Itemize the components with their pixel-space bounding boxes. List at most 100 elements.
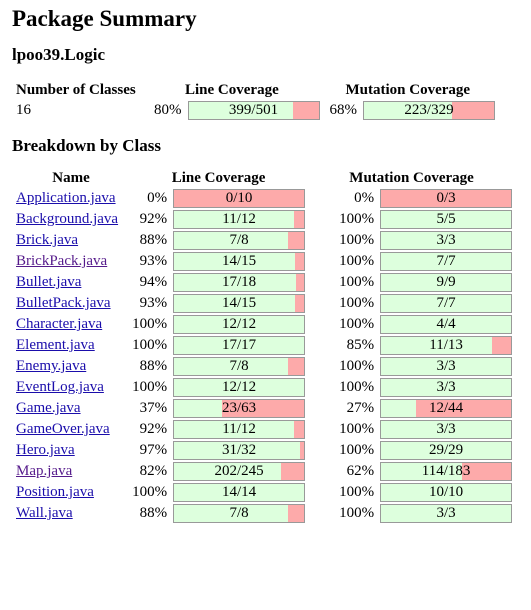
line-coverage-percent: 37% (139, 400, 168, 417)
mutation-coverage-fill (381, 211, 512, 229)
summary-line-percent: 80% (154, 101, 182, 118)
line-coverage-fill (174, 505, 289, 523)
mutation-coverage-percent: 100% (339, 379, 375, 396)
class-link[interactable]: Character.java (16, 316, 103, 333)
mutation-coverage-bar: 11/13 (380, 336, 513, 356)
mutation-coverage-fill (381, 442, 512, 460)
line-coverage-fill (174, 400, 223, 418)
mutation-coverage-percent: 100% (339, 421, 375, 438)
mutation-coverage-fill (381, 337, 492, 355)
mutation-coverage-percent: 100% (339, 274, 375, 291)
mutation-coverage-value: 3/3 (436, 505, 456, 522)
line-coverage-percent: 0% (147, 190, 168, 207)
class-row: Wall.java 88% 7/8 100% 3/3 (14, 504, 514, 524)
header-class-mutation-coverage: Mutation Coverage (349, 170, 474, 187)
class-link[interactable]: Bullet.java (16, 274, 82, 291)
mutation-coverage-value: 9/9 (436, 274, 456, 291)
mutation-coverage-fill (381, 463, 462, 481)
line-coverage-value: 14/15 (221, 253, 257, 270)
class-row: Character.java 100% 12/12 100% 4/4 (14, 315, 514, 335)
class-link[interactable]: Map.java (16, 463, 73, 480)
mutation-coverage-value: 11/13 (429, 337, 463, 354)
line-coverage-fill (174, 253, 295, 271)
mutation-coverage-percent: 62% (346, 463, 375, 480)
line-coverage-value: 202/245 (214, 463, 264, 480)
line-coverage-value: 11/12 (222, 421, 256, 438)
class-link[interactable]: Wall.java (16, 505, 73, 522)
mutation-coverage-percent: 27% (346, 400, 375, 417)
line-coverage-fill (174, 442, 301, 460)
class-link[interactable]: BrickPack.java (16, 253, 108, 270)
class-link[interactable]: Application.java (16, 190, 116, 207)
line-coverage-value: 12/12 (221, 379, 257, 396)
mutation-coverage-fill (381, 232, 512, 250)
mutation-coverage-percent: 100% (339, 484, 375, 501)
header-class-line-coverage: Line Coverage (171, 170, 266, 187)
class-link[interactable]: Brick.java (16, 232, 79, 249)
line-coverage-percent: 100% (132, 316, 168, 333)
class-link[interactable]: BulletPack.java (16, 295, 111, 312)
mutation-coverage-value: 3/3 (436, 358, 456, 375)
line-coverage-value: 31/32 (221, 442, 257, 459)
header-number-of-classes: Number of Classes (16, 81, 136, 98)
line-coverage-bar: 202/245 (173, 462, 306, 482)
line-coverage-fill (174, 463, 281, 481)
mutation-coverage-value: 3/3 (436, 421, 456, 438)
line-coverage-value: 0/10 (225, 190, 253, 207)
mutation-coverage-bar: 3/3 (380, 378, 513, 398)
class-row: BrickPack.java 93% 14/15 100% 7/7 (14, 252, 514, 272)
line-coverage-value: 17/18 (221, 274, 257, 291)
mutation-coverage-percent: 0% (354, 190, 375, 207)
class-link[interactable]: GameOver.java (16, 421, 110, 438)
line-coverage-fill (174, 421, 294, 439)
line-coverage-percent: 93% (139, 295, 168, 312)
breakdown-table: Name Line Coverage Mutation Coverage App… (12, 168, 516, 525)
mutation-coverage-fill (381, 253, 512, 271)
mutation-coverage-value: 7/7 (436, 295, 456, 312)
mutation-coverage-fill (381, 379, 512, 397)
class-row: Hero.java 97% 31/32 100% 29/29 (14, 441, 514, 461)
mutation-coverage-fill (381, 421, 512, 439)
class-link[interactable]: Element.java (16, 337, 95, 354)
class-link[interactable]: Hero.java (16, 442, 75, 459)
package-summary-table: Number of Classes Line Coverage Mutation… (12, 80, 499, 122)
line-coverage-fill (174, 358, 289, 376)
line-coverage-value: 23/63 (221, 400, 257, 417)
header-name: Name (52, 170, 90, 187)
class-link[interactable]: Background.java (16, 211, 119, 228)
line-coverage-value: 11/12 (222, 211, 256, 228)
line-coverage-percent: 93% (139, 253, 168, 270)
mutation-coverage-value: 29/29 (428, 442, 464, 459)
mutation-coverage-percent: 100% (339, 253, 375, 270)
line-coverage-bar: 17/17 (173, 336, 306, 356)
line-coverage-bar: 14/14 (173, 483, 306, 503)
class-link[interactable]: Position.java (16, 484, 94, 501)
line-coverage-bar: 11/12 (173, 420, 306, 440)
report-page: Package Summary lpoo39.Logic Number of C… (12, 6, 516, 525)
mutation-coverage-value: 114/183 (421, 463, 471, 480)
class-link[interactable]: Enemy.java (16, 358, 87, 375)
class-link[interactable]: EventLog.java (16, 379, 104, 396)
line-coverage-percent: 88% (139, 232, 168, 249)
mutation-coverage-bar: 5/5 (380, 210, 513, 230)
line-coverage-fill (174, 211, 294, 229)
mutation-coverage-bar: 4/4 (380, 315, 513, 335)
mutation-coverage-fill (381, 295, 512, 313)
mutation-coverage-bar: 3/3 (380, 231, 513, 251)
line-coverage-bar: 31/32 (173, 441, 306, 461)
summary-mutation-value: 223/329 (404, 101, 454, 118)
mutation-coverage-bar: 3/3 (380, 504, 513, 524)
mutation-coverage-fill (381, 316, 512, 334)
mutation-coverage-fill (381, 505, 512, 523)
mutation-coverage-bar: 10/10 (380, 483, 513, 503)
line-coverage-percent: 100% (132, 484, 168, 501)
mutation-coverage-fill (381, 358, 512, 376)
line-coverage-percent: 92% (139, 211, 168, 228)
class-row: GameOver.java 92% 11/12 100% 3/3 (14, 420, 514, 440)
line-coverage-percent: 88% (139, 505, 168, 522)
package-name: lpoo39.Logic (12, 45, 106, 65)
class-link[interactable]: Game.java (16, 400, 81, 417)
line-coverage-value: 17/17 (221, 337, 257, 354)
mutation-coverage-bar: 3/3 (380, 420, 513, 440)
line-coverage-percent: 82% (139, 463, 168, 480)
